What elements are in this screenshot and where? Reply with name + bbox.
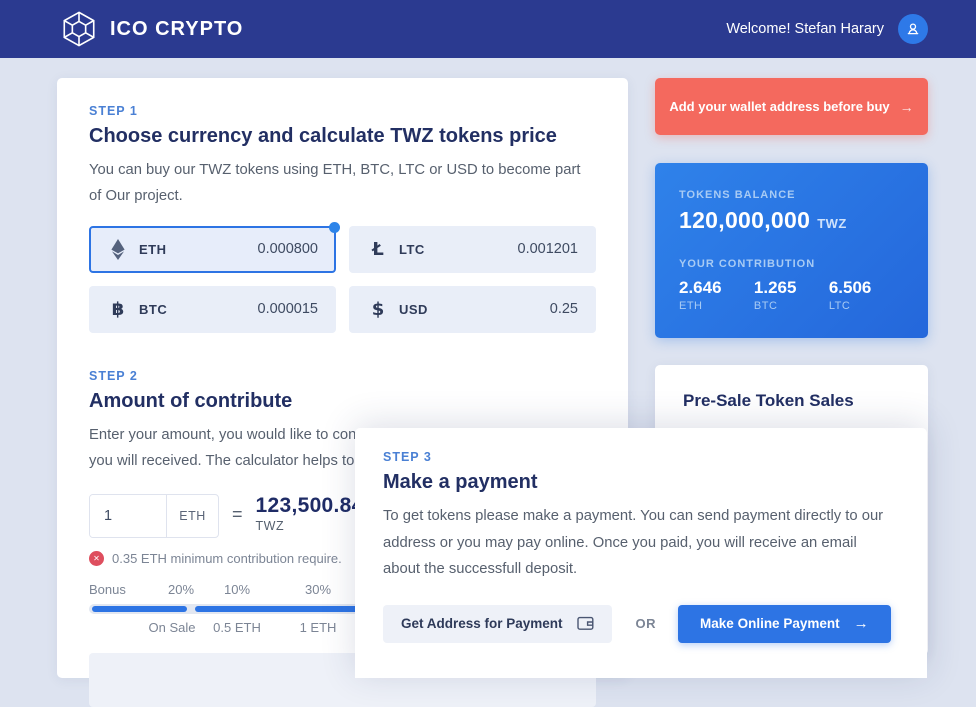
make-payment-modal: STEP 3 Make a payment To get tokens plea…	[355, 428, 927, 678]
calculator: ETH = 123,500.84 TWZ	[89, 494, 596, 539]
get-address-label: Get Address for Payment	[401, 616, 563, 632]
step3-title: Make a payment	[383, 471, 538, 493]
litecoin-icon: Ł	[372, 238, 384, 260]
buy-tokens-card: STEP 1 Choose currency and calculate TWZ…	[57, 78, 628, 707]
currency-code: BTC	[139, 301, 168, 317]
bonus-milestone: 0.5 ETH	[213, 620, 261, 636]
currency-option-usd[interactable]: $ USD 0.25	[349, 285, 596, 333]
contribution-value: 2.646	[679, 278, 722, 297]
welcome-text: Welcome! Stefan Harary	[726, 21, 884, 37]
arrow-right-icon: →	[853, 615, 869, 633]
pay-online-label: Make Online Payment	[700, 616, 840, 632]
contribution-value: 6.506	[828, 278, 872, 297]
step1-title: Choose currency and calculate TWZ tokens…	[89, 125, 557, 147]
balance-unit: TWZ	[817, 216, 847, 231]
currency-option-btc[interactable]: ฿ BTC 0.000015	[89, 285, 336, 333]
error-text: 0.35 ETH minimum contribution require.	[112, 551, 342, 567]
currency-rate: 0.000015	[257, 301, 318, 318]
dollar-icon: $	[371, 298, 385, 320]
contribution-value: 1.265	[753, 278, 797, 297]
tokens-balance-card: TOKENS BALANCE 120,000,000 TWZ YOUR CONT…	[655, 163, 928, 338]
contribution-unit: ETH	[679, 300, 703, 312]
bonus-percent-row: Bonus 20% 10% 30%	[89, 582, 594, 599]
currency-option-ltc[interactable]: Ł LTC 0.001201	[349, 225, 596, 273]
step1-label: STEP 1	[89, 104, 138, 118]
payment-actions: Get Address for Payment OR Make Online P…	[383, 604, 897, 643]
balance-label: TOKENS BALANCE	[679, 189, 796, 201]
hexagon-logo-icon	[63, 11, 95, 47]
error-icon: ✕	[89, 551, 104, 567]
bonus-milestone: 1 ETH	[299, 620, 337, 636]
presale-title: Pre-Sale Token Sales	[683, 391, 854, 410]
arrow-right-icon: →	[899, 98, 914, 115]
equals-sign: =	[232, 504, 243, 525]
contribution-unit: BTC	[753, 300, 778, 312]
currency-option-eth[interactable]: ETH 0.000800	[89, 221, 340, 273]
get-address-button[interactable]: Get Address for Payment	[383, 604, 612, 643]
contribution-item-ltc: 6.506 LTC	[829, 278, 904, 312]
amount-input[interactable]	[90, 495, 166, 538]
brand-link[interactable]: ICO CRYPTO	[60, 10, 243, 48]
user-icon	[907, 23, 919, 35]
user-avatar-button[interactable]	[898, 14, 928, 44]
wallet-icon	[576, 617, 594, 631]
step3-label: STEP 3	[383, 450, 432, 464]
step1-description: You can buy our TWZ tokens using ETH, BT…	[89, 162, 581, 205]
result-unit: TWZ	[255, 519, 285, 534]
balance-value: 120,000,000	[679, 207, 811, 233]
ethereum-icon	[107, 238, 129, 260]
bonus-percent: 20%	[167, 582, 195, 598]
wallet-address-alert[interactable]: Add your wallet address before buy →	[655, 78, 928, 135]
currency-options: ETH 0.000800 Ł LTC 0.001201 ฿ BTC 0.0000…	[89, 221, 596, 333]
currency-rate: 0.001201	[517, 241, 578, 258]
currency-code: ETH	[139, 241, 167, 257]
brand-name: ICO CRYPTO	[110, 17, 244, 40]
bonus-label: Bonus	[89, 582, 126, 598]
bonus-percent: 10%	[223, 582, 251, 598]
amount-field-group: ETH	[89, 494, 219, 539]
result-value: 123,500.84	[255, 494, 364, 518]
step2-label: STEP 2	[89, 368, 138, 383]
step2-title: Amount of contribute	[89, 389, 293, 412]
currency-rate: 0.25	[549, 301, 578, 318]
bonus-bar-segment	[92, 606, 187, 613]
bonus-milestone: On Sale	[148, 620, 196, 636]
minimum-contribution-warning: ✕ 0.35 ETH minimum contribution require.	[89, 551, 596, 567]
selected-dot	[329, 221, 340, 233]
contribution-row: 2.646 ETH 1.265 BTC 6.506 LTC	[679, 278, 904, 312]
or-separator: OR	[635, 616, 657, 632]
currency-code: USD	[399, 301, 428, 317]
currency-code: LTC	[399, 241, 425, 257]
navbar-right: Welcome! Stefan Harary	[726, 14, 928, 44]
step3-description: To get tokens please make a payment. You…	[383, 508, 884, 578]
amount-unit-label: ETH	[166, 495, 218, 538]
bonus-percent: 30%	[304, 582, 332, 598]
contribution-item-eth: 2.646 ETH	[679, 278, 754, 312]
make-online-payment-button[interactable]: Make Online Payment →	[678, 604, 891, 643]
balance-value-row: 120,000,000 TWZ	[679, 207, 904, 234]
conversion-result: 123,500.84 TWZ	[256, 494, 364, 533]
alert-text: Add your wallet address before buy	[669, 99, 890, 114]
contribution-unit: LTC	[828, 300, 851, 312]
bitcoin-icon: ฿	[111, 298, 125, 320]
bonus-milestone-row: On Sale 0.5 ETH 1 ETH	[89, 620, 594, 638]
currency-rate: 0.000800	[257, 241, 318, 258]
contribution-label: YOUR CONTRIBUTION	[679, 258, 816, 270]
contribution-item-btc: 1.265 BTC	[754, 278, 829, 312]
navbar: ICO CRYPTO Welcome! Stefan Harary	[0, 0, 976, 58]
